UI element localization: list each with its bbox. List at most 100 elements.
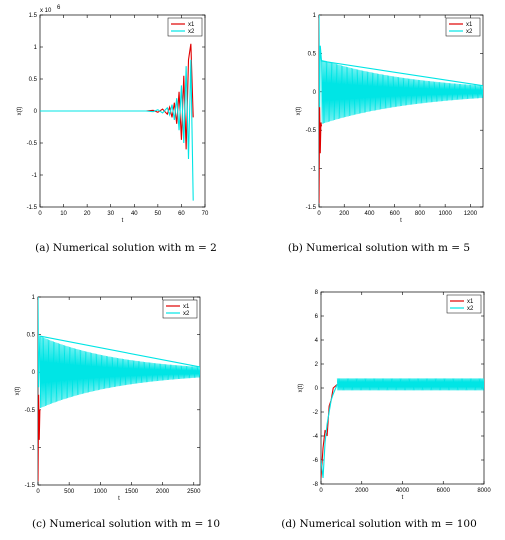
x-tick-label: 200 — [339, 211, 350, 217]
x-tick-label: 400 — [364, 211, 375, 217]
panel-b: 0 200 400 600 800 1000 1200 -1.5 -1 -0.5 0 0.5 1 t x(t… — [253, 0, 505, 270]
y-tick-label: 6 — [315, 314, 319, 320]
x-tick-label: 10 — [60, 211, 67, 217]
series-line-x2 — [321, 384, 338, 479]
legend-label-x2: x2 — [183, 311, 190, 317]
x-axis-label: t — [122, 218, 124, 224]
y-tick-label: -0.5 — [27, 141, 38, 147]
series-line-x1 — [38, 394, 41, 482]
plot-lines — [40, 43, 194, 201]
legend-box — [446, 294, 482, 314]
y-tick-label: -1.5 — [27, 205, 38, 211]
y-tick-label: 0.5 — [308, 51, 317, 57]
x-tick-label: 6000 — [437, 488, 451, 494]
y-tick-label: 0 — [32, 370, 36, 376]
legend-label-x2: x2 — [466, 29, 473, 35]
series-line-x2 — [40, 59, 194, 201]
x-tick-label: 4000 — [396, 488, 410, 494]
plot-lines — [319, 15, 483, 204]
x-tick-label: 20 — [84, 211, 91, 217]
y-axis-label: x(t) — [15, 387, 21, 396]
legend-label-x2: x2 — [467, 306, 474, 312]
panel-d: 0 2000 4000 6000 8000 -8 -6 -4 -2 0 2 4 6 8 t x(t) x1 x2 … — [253, 270, 505, 540]
panel-a: 0 10 20 30 40 50 60 70 -1.5 -1 -0.5 0 0.5 1 1.5 t x(t) x … — [0, 0, 252, 270]
y-tick-label: -8 — [313, 482, 319, 488]
y-tick-label: 0 — [313, 90, 317, 96]
y-axis-label: x(t) — [17, 107, 23, 116]
legend-label-x2: x2 — [188, 29, 195, 35]
y-tick-label: 4 — [315, 338, 319, 344]
series-line-x2 — [38, 297, 200, 388]
y-tick-label: 1.5 — [29, 13, 38, 19]
series-band-x2 — [336, 378, 484, 391]
y-tick-label: -6 — [313, 458, 319, 464]
series-band-x2 — [39, 336, 200, 409]
x-tick-label: 2000 — [355, 488, 369, 494]
x-tick-label: 40 — [131, 211, 138, 217]
y-tick-label: -1.5 — [306, 205, 317, 211]
x-tick-label: 0 — [36, 489, 40, 495]
plot-lines — [321, 378, 484, 479]
y-tick-label: 1 — [313, 13, 317, 19]
plot-lines — [38, 297, 200, 482]
y-tick-label: -1 — [30, 445, 36, 451]
x-tick-label: 1000 — [94, 489, 108, 495]
x-tick-label: 2500 — [187, 489, 201, 495]
y-tick-label: -1.5 — [25, 483, 36, 489]
x-tick-label: 800 — [415, 211, 426, 217]
x-tick-label: 60 — [178, 211, 185, 217]
x-tick-label: 50 — [155, 211, 162, 217]
legend-box — [445, 17, 481, 37]
y-tick-label: 1 — [32, 295, 36, 301]
chart-a: 0 10 20 30 40 50 60 70 -1.5 -1 -0.5 0 0.5 1 1.5 t x(t) x … — [17, 5, 209, 224]
x-tick-label: 0 — [38, 211, 42, 217]
x-axis-label: t — [118, 496, 120, 502]
caption-d: (d) Numerical solution with m = 100 — [281, 518, 477, 530]
y-tick-label: -4 — [313, 434, 319, 440]
y-axis-label: x(t) — [296, 107, 302, 116]
y-tick-label: -0.5 — [306, 128, 317, 134]
x-tick-label: 2000 — [156, 489, 170, 495]
chart-c: 0 500 1000 1500 2000 2500 -1.5 -1 -0.5 0 0.5 1 t x(t)… — [15, 295, 201, 502]
x-tick-label: 600 — [390, 211, 401, 217]
series-line-x1 — [319, 107, 323, 204]
x-tick-label: 8000 — [477, 488, 491, 494]
legend-label-x1: x1 — [183, 304, 190, 310]
x-axis-label: t — [402, 495, 404, 501]
x-tick-label: 30 — [107, 211, 114, 217]
x-axis-label: t — [400, 218, 402, 224]
legend-label-x1: x1 — [467, 299, 474, 305]
x-tick-label: 70 — [202, 211, 209, 217]
x-tick-label: 1200 — [464, 211, 478, 217]
y-tick-label: 0.5 — [27, 333, 36, 339]
legend-label-x1: x1 — [466, 22, 473, 28]
y-tick-label: 0 — [34, 109, 38, 115]
series-band-x2 — [321, 59, 483, 124]
x-tick-label: 0 — [319, 488, 323, 494]
y-multiplier-exponent: 6 — [57, 5, 61, 11]
chart-b: 0 200 400 600 800 1000 1200 -1.5 -1 -0.5 0 0.5 1 t x(t… — [296, 13, 484, 224]
caption-b: (b) Numerical solution with m = 5 — [287, 242, 471, 254]
x-tick-label: 0 — [317, 211, 321, 217]
y-tick-label: 0.5 — [29, 77, 38, 83]
y-tick-label: 0 — [315, 386, 319, 392]
y-multiplier: x 10 — [40, 8, 52, 14]
series-line-x2 — [319, 15, 483, 108]
caption-c: (c) Numerical solution with m = 10 — [31, 518, 221, 530]
y-tick-label: -2 — [313, 410, 319, 416]
y-tick-label: 8 — [315, 290, 319, 296]
y-tick-label: -1 — [32, 173, 38, 179]
x-tick-label: 500 — [64, 489, 75, 495]
legend-box — [162, 299, 198, 319]
y-tick-label: -0.5 — [25, 408, 36, 414]
legend-box — [167, 17, 203, 37]
y-tick-label: 1 — [34, 45, 38, 51]
y-tick-label: -1 — [311, 167, 317, 173]
x-tick-label: 1500 — [125, 489, 139, 495]
legend-label-x1: x1 — [188, 22, 195, 28]
y-tick-label: 2 — [315, 362, 319, 368]
y-axis-label: x(t) — [298, 384, 304, 393]
panel-c: 0 500 1000 1500 2000 2500 -1.5 -1 -0.5 0 0.5 1 t x(t)… — [0, 270, 252, 540]
caption-a: (a) Numerical solution with m = 2 — [35, 242, 217, 254]
